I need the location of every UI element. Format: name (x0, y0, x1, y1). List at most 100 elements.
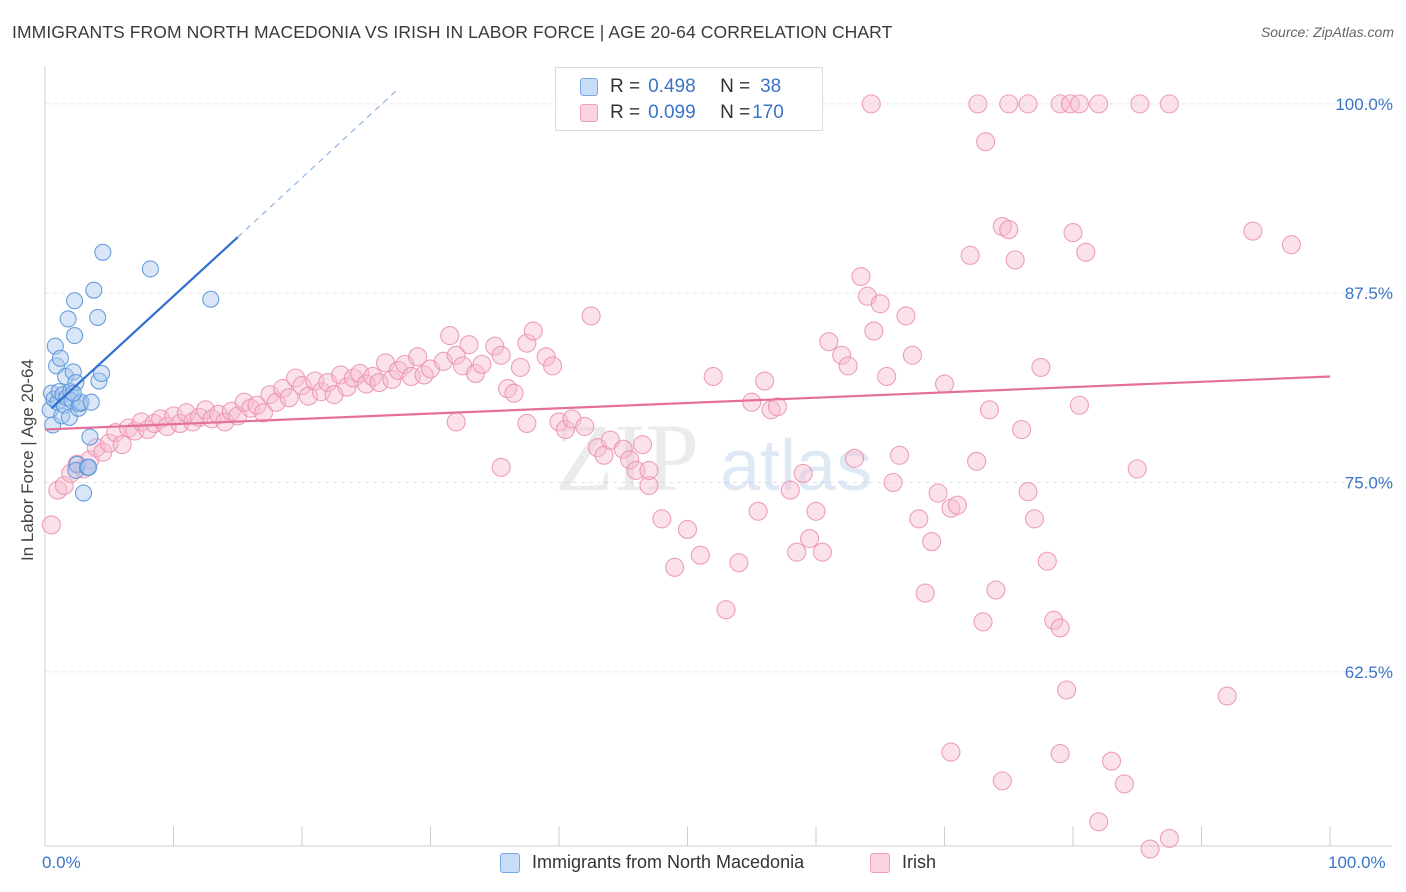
irish-point (517, 413, 537, 433)
irish-point (279, 388, 299, 408)
legend-swatch-blue (580, 78, 598, 96)
legend-n-label: N = (720, 102, 751, 123)
irish-point (934, 374, 955, 394)
irish-point (286, 368, 306, 388)
source-label: Source: ZipAtlas.com (1260, 24, 1394, 40)
legend-row-north-macedonia: R = 0.498 N = 38 (580, 74, 781, 100)
legend-r-label: R = (610, 102, 641, 123)
y-tick-label: 87.5% (1345, 284, 1393, 303)
irish-point (986, 580, 1006, 600)
irish-point (1063, 223, 1083, 243)
axes (44, 66, 1392, 847)
gridlines (45, 103, 1392, 673)
irish-point (1127, 459, 1147, 479)
irish-point (870, 294, 890, 314)
legend-n-label: N = (720, 76, 751, 97)
irish-point (861, 94, 881, 114)
irish-point (877, 366, 897, 387)
irish-point (806, 501, 826, 521)
irish-point (446, 345, 466, 365)
irish-point (838, 356, 858, 376)
irish-point (292, 376, 312, 396)
irish-point (1069, 94, 1089, 114)
x-tick-label-min: 0.0% (42, 853, 81, 872)
irish-point (864, 321, 884, 341)
chart-title: IMMIGRANTS FROM NORTH MACEDONIA VS IRISH… (12, 22, 893, 42)
legend-r-value: 0.099 (648, 102, 696, 123)
irish-point (1018, 94, 1038, 114)
irish-point (999, 94, 1019, 114)
watermark-atlas: atlas (720, 426, 872, 506)
irish-point (915, 583, 935, 603)
irish-point (112, 435, 132, 455)
irish-point (767, 397, 788, 417)
irish-point (1076, 242, 1096, 262)
irish-point (1159, 828, 1179, 848)
irish-point (960, 245, 980, 265)
irish-point (1005, 250, 1025, 270)
y-tick-label: 75.0% (1345, 474, 1393, 493)
irish-point (716, 600, 736, 620)
irish-point (902, 345, 922, 365)
irish-point (1057, 680, 1077, 700)
irish-point (1050, 94, 1070, 114)
irish-point (999, 220, 1019, 240)
irish-point (555, 419, 575, 440)
irish-point (1089, 812, 1109, 832)
irish-point (1018, 482, 1038, 502)
irish-point (106, 422, 126, 443)
irish-point (992, 771, 1012, 791)
irish-point (973, 612, 993, 632)
irish-point (851, 266, 871, 287)
irish-point (652, 509, 672, 529)
irish-point (446, 412, 466, 432)
irish-point (832, 345, 852, 365)
series-swatch-pink (870, 852, 890, 873)
legend-swatch-pink (580, 104, 598, 122)
irish-point (1140, 839, 1160, 859)
irish-point (581, 306, 601, 326)
north-macedonia-point (75, 484, 93, 502)
irish-point (632, 435, 653, 455)
irish-point (1024, 509, 1044, 529)
irish-point (1089, 94, 1109, 114)
irish-point (408, 347, 428, 367)
series-legend-irish[interactable]: Irish (870, 852, 936, 873)
irish-point (787, 542, 807, 562)
irish-point (517, 333, 537, 353)
irish-point (613, 439, 633, 459)
irish-point (523, 321, 543, 341)
irish-point (1130, 94, 1150, 114)
series-legend: Immigrants from North Macedonia Irish (0, 852, 1406, 878)
irish-point (883, 472, 903, 493)
irish-point (947, 495, 967, 515)
irish-point (1243, 221, 1263, 241)
irish-point (1281, 235, 1301, 255)
irish-point (968, 94, 988, 114)
north-macedonia-point (80, 458, 98, 476)
irish-point (1050, 744, 1070, 764)
irish-point (1114, 774, 1134, 794)
irish-point (1044, 610, 1064, 630)
north-macedonia-point (59, 310, 77, 328)
irish-point (472, 354, 492, 374)
north-macedonia-point (60, 408, 78, 426)
y-tick-labels: 62.5% 75.0% 87.5% 100.0% (1335, 95, 1393, 682)
irish-point (543, 356, 563, 376)
irish-point (440, 326, 460, 346)
y-tick-label: 100.0% (1335, 95, 1393, 114)
irish-point (1159, 94, 1179, 114)
series-swatch-blue (500, 852, 520, 873)
legend-row-irish: R = 0.099 N = 170 (580, 100, 784, 126)
legend-r-label: R = (610, 76, 641, 97)
irish-point (1102, 751, 1122, 771)
series-legend-north-macedonia[interactable]: Immigrants from North Macedonia (500, 852, 804, 873)
irish-point (889, 445, 910, 465)
irish-point (677, 519, 698, 540)
irish-point (1012, 419, 1032, 440)
north-macedonia-point (51, 349, 69, 367)
irish-point (976, 132, 996, 152)
correlation-legend: R = 0.498 N = 38 R = 0.099 N = 170 (555, 67, 823, 131)
irish-point (793, 463, 813, 483)
irish-point (690, 545, 710, 565)
